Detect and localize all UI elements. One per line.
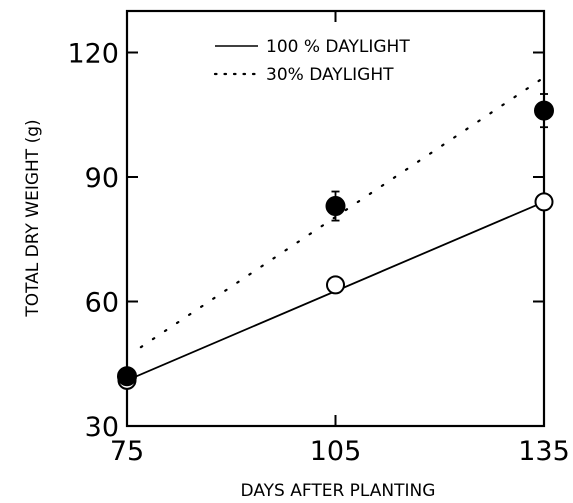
x-axis-title: DAYS AFTER PLANTING <box>241 481 436 501</box>
y-tick-label: 90 <box>85 163 119 194</box>
data-markers <box>117 93 554 390</box>
y-tick-label: 60 <box>85 288 119 319</box>
x-tick-label: 135 <box>518 436 570 467</box>
x-tick-label: 75 <box>110 436 144 467</box>
tick-labels: 30 60 90 120 75 105 135 <box>67 39 569 468</box>
y-tick-label: 120 <box>67 39 119 70</box>
data-point-open <box>534 192 554 212</box>
data-point-open <box>326 275 345 295</box>
axis-ticks <box>126 11 545 427</box>
fit-lines <box>126 76 546 382</box>
data-point-filled <box>117 366 137 387</box>
legend-label-100: 100 % DAYLIGHT <box>266 37 410 57</box>
data-point-filled <box>325 196 346 217</box>
y-axis-title: TOTAL DRY WEIGHT (g) <box>23 119 43 317</box>
legend-label-30: 30% DAYLIGHT <box>266 65 394 85</box>
data-point-filled <box>534 100 554 121</box>
y-tick-label: 30 <box>85 412 119 443</box>
x-tick-label: 105 <box>310 436 362 467</box>
legend: 100 % DAYLIGHT 30% DAYLIGHT <box>213 37 410 85</box>
